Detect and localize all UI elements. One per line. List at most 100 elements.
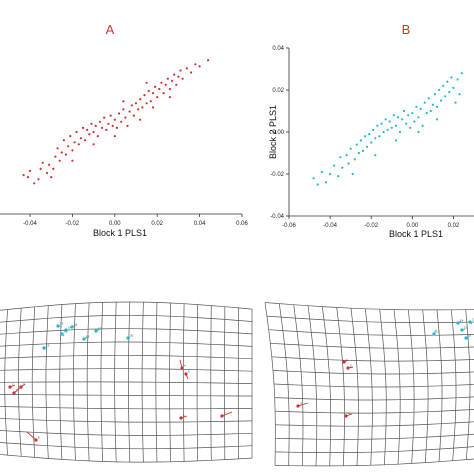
- panel-a-point: [181, 77, 184, 80]
- warp-grid-col-line: [422, 309, 429, 463]
- landmark-point: [342, 360, 346, 364]
- panel-a-point: [73, 141, 76, 144]
- panel-b-axes: [288, 48, 474, 217]
- warp-grid-col-line: [307, 305, 318, 466]
- warp-grid-row-line: [0, 301, 253, 311]
- panel-a-point: [88, 133, 91, 136]
- panel-a-point: [33, 182, 36, 185]
- panel-b-point: [378, 135, 381, 138]
- panel-b-point: [438, 88, 441, 92]
- panel-b-point: [390, 126, 393, 129]
- landmark-label: 3: [23, 383, 25, 387]
- panel-a-point: [52, 167, 55, 170]
- landmark-label: 14: [68, 326, 72, 330]
- panel-b-point: [396, 116, 399, 119]
- panel-b-point: [333, 164, 336, 167]
- warp-grid-col-line: [364, 308, 373, 466]
- panel-a-point: [175, 83, 178, 86]
- panel-a-point: [143, 94, 146, 97]
- panel-a-point: [147, 89, 150, 93]
- panel-b-point: [361, 149, 365, 152]
- warp-grid-row-line: [0, 354, 253, 360]
- landmark-label: 13: [436, 330, 440, 334]
- warp-grid-row-line: [274, 458, 474, 467]
- warp-grid-row-line: [0, 418, 253, 423]
- panel-a-point: [151, 92, 155, 95]
- panel-b-point: [341, 166, 344, 169]
- panel-a-x-tick-label: 0.02: [151, 221, 163, 227]
- warp-grid-col-line: [210, 305, 212, 461]
- landmark-point: [220, 414, 224, 418]
- warp-grid-col-line: [128, 301, 131, 463]
- panel-a-point: [64, 153, 68, 156]
- panel-a-point: [151, 106, 155, 109]
- landmark-point: [12, 391, 16, 395]
- panel-a-point: [37, 178, 40, 181]
- landmark-label: 17: [98, 327, 102, 331]
- panel-b-point: [316, 183, 319, 186]
- warp-grid-col-line: [450, 309, 457, 461]
- panel-a-point: [113, 135, 116, 138]
- panel-b-point: [337, 175, 340, 178]
- panel-b-x-tick-label: 0.00: [406, 223, 418, 229]
- warp-grid-row-line: [0, 328, 253, 335]
- panel-b-point: [353, 158, 356, 161]
- panel-a-point: [137, 108, 140, 111]
- panel-a-point: [130, 104, 133, 107]
- panel-a-point: [50, 176, 53, 179]
- panel-b-point: [312, 177, 315, 180]
- warp-grid-row-line: [0, 341, 253, 347]
- warp-grid-col-line: [293, 304, 304, 466]
- panel-a-point: [28, 169, 32, 172]
- panel-a-point: [111, 124, 114, 127]
- landmark-point: [180, 366, 184, 370]
- panel-b-x-tick-label: -0.06: [282, 223, 296, 229]
- warp-grid-row-line: [0, 368, 253, 372]
- landmark-vector: [26, 431, 37, 441]
- warp-grid-row-line: [0, 314, 253, 323]
- panel-a-point: [96, 135, 99, 138]
- warp-grid-row-line: [0, 394, 252, 397]
- landmark-label: 15: [464, 326, 468, 330]
- warp-grid-row-line: [274, 396, 474, 401]
- panel-a-point: [22, 174, 25, 177]
- warp-grid-row-line: [271, 356, 474, 362]
- landmark-point: [60, 332, 64, 336]
- landmark-point: [179, 416, 183, 420]
- panel-a-point: [113, 118, 116, 121]
- panel-a-point: [139, 98, 142, 101]
- panel-a-point: [62, 139, 65, 142]
- landmark-point: [82, 337, 86, 341]
- landmark-vector: [221, 411, 233, 417]
- panel-a-x-tick-label: -0.02: [66, 221, 80, 227]
- panel-b-point: [421, 124, 424, 127]
- panel-a-point: [198, 65, 201, 68]
- panel-a-point: [117, 112, 121, 115]
- landmark-label: 16: [468, 334, 472, 338]
- panel-a-point: [79, 137, 82, 140]
- panel-a-point: [81, 126, 85, 129]
- panel-a-point: [105, 128, 108, 131]
- landmark-point: [344, 414, 348, 418]
- warp-grid-col-line: [336, 307, 345, 466]
- panel-b-point: [427, 97, 430, 100]
- panel-b-point: [444, 95, 447, 98]
- warp-grid-row-line: [0, 442, 253, 450]
- warp-grid-col-line: [264, 302, 276, 466]
- panel-b-point: [446, 80, 449, 83]
- warp-grid-col-line: [278, 303, 290, 466]
- panel-a-x-ticks: -0.04 -0.02 0.00 0.02 0.04 0.06: [23, 214, 248, 227]
- panel-a-point: [158, 87, 161, 91]
- panel-b-point: [376, 124, 379, 127]
- landmark-label: 4: [348, 412, 350, 416]
- panel-a-x-tick-label: 0.00: [109, 221, 121, 227]
- landmark-label: 19: [46, 344, 50, 348]
- landmark-point: [8, 385, 12, 389]
- warp-grid-col-line: [169, 302, 171, 462]
- panel-b-point: [388, 120, 391, 123]
- landmark-point: [184, 372, 188, 376]
- panel-a-point: [164, 83, 167, 86]
- panel-a-point: [166, 77, 169, 80]
- panel-a-point: [141, 106, 144, 109]
- landmark-label: 3: [300, 402, 302, 406]
